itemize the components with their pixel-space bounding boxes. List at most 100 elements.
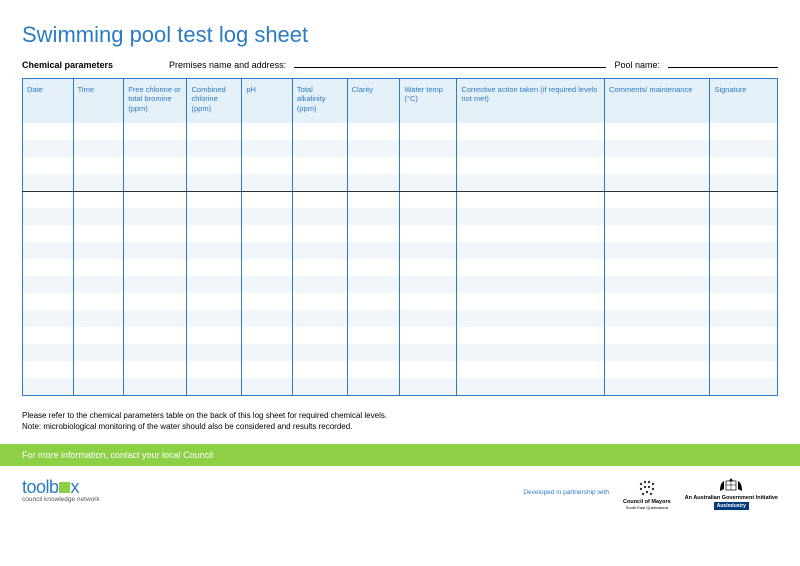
table-cell[interactable] <box>605 208 710 225</box>
table-cell[interactable] <box>400 242 457 259</box>
table-cell[interactable] <box>347 174 400 191</box>
table-cell[interactable] <box>400 208 457 225</box>
table-cell[interactable] <box>710 327 778 344</box>
table-cell[interactable] <box>400 225 457 242</box>
table-cell[interactable] <box>124 242 187 259</box>
table-cell[interactable] <box>400 276 457 293</box>
table-cell[interactable] <box>710 242 778 259</box>
table-cell[interactable] <box>400 293 457 310</box>
table-cell[interactable] <box>605 344 710 361</box>
table-cell[interactable] <box>347 378 400 395</box>
table-cell[interactable] <box>187 191 242 208</box>
table-cell[interactable] <box>710 208 778 225</box>
table-cell[interactable] <box>73 276 124 293</box>
table-cell[interactable] <box>124 378 187 395</box>
table-cell[interactable] <box>347 140 400 157</box>
table-cell[interactable] <box>457 123 605 140</box>
table-cell[interactable] <box>242 259 293 276</box>
table-cell[interactable] <box>400 174 457 191</box>
table-cell[interactable] <box>242 157 293 174</box>
table-cell[interactable] <box>242 310 293 327</box>
table-cell[interactable] <box>457 276 605 293</box>
table-cell[interactable] <box>124 225 187 242</box>
table-cell[interactable] <box>292 157 347 174</box>
table-cell[interactable] <box>605 123 710 140</box>
table-cell[interactable] <box>187 378 242 395</box>
table-cell[interactable] <box>23 378 74 395</box>
table-cell[interactable] <box>187 208 242 225</box>
table-cell[interactable] <box>242 225 293 242</box>
table-cell[interactable] <box>292 140 347 157</box>
table-cell[interactable] <box>73 310 124 327</box>
table-cell[interactable] <box>23 208 74 225</box>
table-cell[interactable] <box>347 344 400 361</box>
table-cell[interactable] <box>242 327 293 344</box>
table-cell[interactable] <box>457 259 605 276</box>
table-cell[interactable] <box>710 140 778 157</box>
table-cell[interactable] <box>457 327 605 344</box>
table-cell[interactable] <box>73 208 124 225</box>
table-cell[interactable] <box>347 123 400 140</box>
table-cell[interactable] <box>124 123 187 140</box>
table-cell[interactable] <box>605 259 710 276</box>
table-cell[interactable] <box>124 361 187 378</box>
table-cell[interactable] <box>124 310 187 327</box>
table-cell[interactable] <box>292 208 347 225</box>
table-cell[interactable] <box>710 191 778 208</box>
table-cell[interactable] <box>73 174 124 191</box>
table-cell[interactable] <box>23 174 74 191</box>
table-cell[interactable] <box>457 208 605 225</box>
table-cell[interactable] <box>605 225 710 242</box>
table-cell[interactable] <box>457 157 605 174</box>
table-cell[interactable] <box>124 293 187 310</box>
table-cell[interactable] <box>710 276 778 293</box>
table-cell[interactable] <box>73 123 124 140</box>
table-cell[interactable] <box>710 259 778 276</box>
table-cell[interactable] <box>23 259 74 276</box>
table-cell[interactable] <box>292 225 347 242</box>
table-cell[interactable] <box>242 293 293 310</box>
table-cell[interactable] <box>23 140 74 157</box>
table-cell[interactable] <box>124 344 187 361</box>
table-cell[interactable] <box>73 225 124 242</box>
table-cell[interactable] <box>457 293 605 310</box>
table-cell[interactable] <box>242 276 293 293</box>
table-cell[interactable] <box>23 157 74 174</box>
table-cell[interactable] <box>187 276 242 293</box>
table-cell[interactable] <box>710 293 778 310</box>
table-cell[interactable] <box>124 140 187 157</box>
table-cell[interactable] <box>347 327 400 344</box>
table-cell[interactable] <box>242 344 293 361</box>
table-cell[interactable] <box>347 157 400 174</box>
table-cell[interactable] <box>400 123 457 140</box>
table-cell[interactable] <box>242 242 293 259</box>
table-cell[interactable] <box>23 361 74 378</box>
table-cell[interactable] <box>710 361 778 378</box>
table-cell[interactable] <box>187 225 242 242</box>
table-cell[interactable] <box>605 191 710 208</box>
table-cell[interactable] <box>347 208 400 225</box>
table-cell[interactable] <box>710 157 778 174</box>
table-cell[interactable] <box>187 123 242 140</box>
table-cell[interactable] <box>292 327 347 344</box>
table-cell[interactable] <box>187 310 242 327</box>
table-cell[interactable] <box>457 361 605 378</box>
table-cell[interactable] <box>242 191 293 208</box>
table-cell[interactable] <box>605 276 710 293</box>
table-cell[interactable] <box>242 208 293 225</box>
table-cell[interactable] <box>605 140 710 157</box>
table-cell[interactable] <box>23 344 74 361</box>
table-cell[interactable] <box>124 208 187 225</box>
table-cell[interactable] <box>23 123 74 140</box>
table-cell[interactable] <box>710 123 778 140</box>
table-cell[interactable] <box>73 191 124 208</box>
table-cell[interactable] <box>23 276 74 293</box>
table-cell[interactable] <box>242 378 293 395</box>
table-cell[interactable] <box>347 191 400 208</box>
table-cell[interactable] <box>605 174 710 191</box>
table-cell[interactable] <box>23 242 74 259</box>
table-cell[interactable] <box>292 310 347 327</box>
table-cell[interactable] <box>710 225 778 242</box>
table-cell[interactable] <box>242 140 293 157</box>
table-cell[interactable] <box>292 361 347 378</box>
